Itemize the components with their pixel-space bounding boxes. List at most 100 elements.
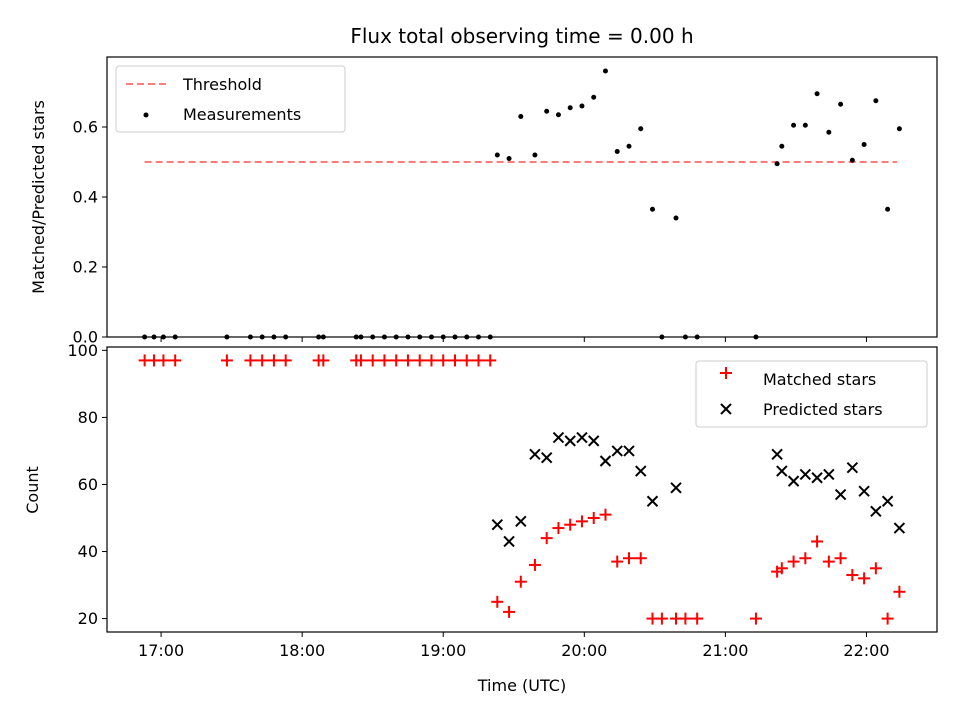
predicted-star-point	[635, 465, 647, 477]
x-tick-label: 22:00	[843, 641, 889, 660]
measurement-point	[826, 129, 832, 135]
matched-star-point	[401, 354, 414, 367]
matched-star-point	[256, 354, 269, 367]
predicted-star-point	[588, 435, 600, 447]
matched-star-point	[514, 575, 527, 588]
matched-star-point	[679, 612, 692, 625]
matched-star-point	[390, 354, 403, 367]
predicted-star-point	[787, 475, 800, 487]
measurement-point	[555, 112, 561, 118]
predicted-star-point	[858, 485, 870, 497]
matched-star-point	[552, 522, 565, 535]
predicted-star-point	[771, 448, 783, 461]
matched-star-point	[622, 552, 635, 565]
top-y-tick-label: 0.2	[73, 258, 98, 277]
matched-star-point	[378, 354, 391, 367]
bottom-legend: Matched stars Predicted stars	[695, 360, 928, 428]
chart-title: Flux total observing time = 0.00 h	[350, 24, 693, 48]
top-legend: Threshold Measurements	[115, 65, 346, 133]
top-x-ticks	[160, 337, 867, 342]
legend-matched-label: Matched stars	[763, 370, 876, 389]
legend-predicted-label: Predicted stars	[763, 400, 883, 419]
top-y-tick-label: 0.6	[73, 118, 98, 137]
matched-star-point	[834, 552, 847, 565]
predicted-star-point	[491, 518, 504, 531]
legend-matched-swatch	[720, 367, 732, 379]
top-panel: 0.0 0.2 0.4 0.6 Matched/Predicted stars Thr…	[29, 56, 938, 347]
matched-star-point	[611, 555, 624, 568]
measurement-point	[494, 152, 500, 158]
matched-star-point	[491, 595, 504, 608]
measurement-point	[779, 143, 785, 149]
bottom-y-tick-label: 80	[78, 408, 98, 427]
predicted-star-point	[599, 455, 612, 467]
bottom-y-tick-label: 20	[78, 609, 98, 628]
top-legend-box	[115, 65, 346, 133]
matched-star-point	[775, 562, 788, 575]
top-y-tick-label: 0.4	[73, 188, 98, 207]
predicted-star-point	[564, 435, 576, 447]
matched-star-point	[691, 612, 704, 625]
top-y-ticks: 0.0 0.2 0.4 0.6	[73, 118, 107, 347]
legend-measurements-swatch	[143, 112, 149, 118]
matched-star-point	[472, 354, 485, 367]
measurement-point	[649, 206, 655, 212]
matched-star-point	[869, 562, 882, 575]
matched-star-point	[749, 612, 762, 625]
matched-star-point	[437, 354, 450, 367]
matched-star-point	[881, 612, 894, 625]
x-tick-label: 19:00	[420, 641, 466, 660]
bottom-axes-frame	[106, 346, 938, 633]
matched-star-point	[575, 515, 588, 528]
bottom-x-ticks: 17:00 18:00 19:00 20:00 21:00 22:00	[138, 632, 890, 660]
predicted-star-point	[503, 535, 515, 548]
matched-star-point	[267, 354, 280, 367]
predicted-star-point	[776, 465, 788, 477]
matched-star-point	[279, 354, 292, 367]
measurement-point	[638, 126, 644, 132]
measurement-point	[579, 103, 585, 109]
matched-star-point	[366, 354, 379, 367]
predicted-star-point	[529, 448, 541, 461]
top-y-tick-label: 0.0	[73, 328, 98, 347]
matched-star-point	[787, 555, 800, 568]
matched-star-point	[484, 354, 497, 367]
bottom-panel: 20 40 60 80 100 17:00 18:00 19:00 20:00 21:00 22:…	[23, 341, 938, 695]
matched-star-point	[599, 508, 612, 521]
matched-star-point	[528, 558, 541, 571]
measurement-point	[838, 101, 844, 107]
matched-star-point	[413, 354, 426, 367]
measurement-point	[791, 122, 797, 128]
bottom-y-tick-label: 60	[78, 475, 98, 494]
predicted-star-point	[799, 468, 812, 481]
measurement-point	[814, 91, 820, 97]
measurement-point	[774, 161, 780, 167]
legend-threshold-label: Threshold	[182, 75, 262, 94]
matched-star-point	[893, 585, 906, 598]
matched-star-point	[587, 512, 600, 524]
predicted-star-point	[881, 495, 894, 507]
matched-star-point	[425, 354, 438, 367]
x-tick-label: 21:00	[702, 641, 748, 660]
predicted-star-point	[834, 488, 847, 501]
matched-star-point	[317, 354, 330, 367]
bottom-legend-box	[695, 360, 928, 428]
measurement-point	[567, 105, 573, 111]
matched-star-point	[354, 354, 367, 367]
predicted-star-point	[515, 515, 527, 528]
bottom-y-tick-label: 100	[67, 341, 98, 360]
predicted-star-point	[540, 451, 553, 464]
matched-star-point	[220, 354, 233, 367]
measurement-point	[532, 152, 538, 158]
bottom-y-axis-label: Count	[23, 466, 42, 514]
x-tick-label: 20:00	[561, 641, 607, 660]
predicted-star-point	[552, 431, 565, 444]
measurement-point	[802, 122, 808, 128]
matched-star-point	[858, 572, 871, 585]
top-axes-frame	[106, 56, 938, 338]
matched-star-point	[811, 535, 824, 548]
bottom-y-ticks: 20 40 60 80 100	[67, 341, 107, 628]
matched-star-point	[448, 354, 461, 367]
matched-star-point	[460, 354, 473, 367]
